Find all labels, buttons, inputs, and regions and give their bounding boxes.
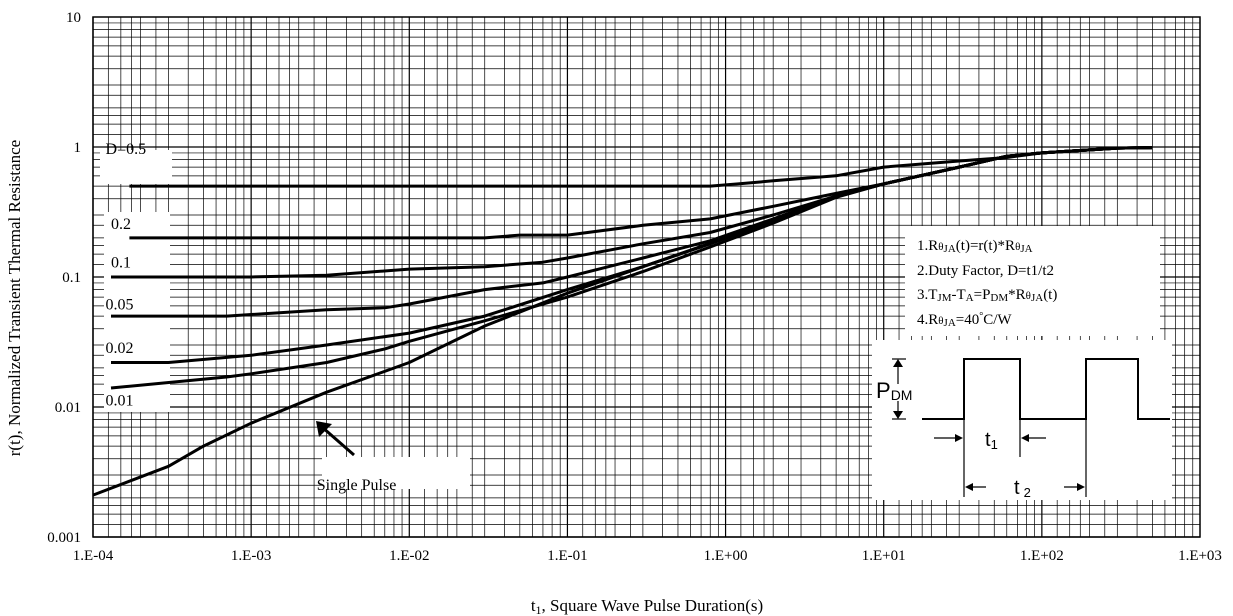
notes-background: [905, 226, 1160, 336]
series-label-0-2: 0.2: [111, 216, 131, 233]
note-2: 2.Duty Factor, D=t1/t2: [917, 263, 1054, 279]
x-tick-label: 1.E+03: [1178, 548, 1222, 564]
series-label-0-1: 0.1: [111, 255, 131, 272]
series-label-d-0-5: D=0.5: [106, 141, 147, 158]
label-bg-d05: [100, 150, 172, 184]
y-tick-label: 0.01: [55, 400, 81, 416]
x-tick-labels: 1.E-04 1.E-03 1.E-02 1.E-01 1.E+00 1.E+01 1.E+…: [73, 548, 1222, 564]
pdm-label: PDM: [876, 378, 912, 403]
series-lines: [92, 146, 1153, 497]
pulse-waveform: [922, 358, 1170, 420]
x-tick-label: 1.E-01: [547, 548, 587, 564]
series-labels: D=0.5 0.2 0.1 0.05 0.02 0.01 Single Pulse: [106, 141, 397, 494]
t1-label: t1: [985, 429, 998, 452]
y-tick-labels: 0.001 0.01 0.1 1 10: [47, 10, 81, 546]
note-4: 4.RθJA=40°C/W: [917, 311, 1012, 329]
series-label-0-02: 0.02: [106, 340, 134, 357]
x-tick-label: 1.E-03: [231, 548, 271, 564]
x-axis-label: t1, Square Wave Pulse Duration(s): [531, 596, 763, 616]
y-tick-label: 0.1: [62, 270, 81, 286]
label-backgrounds: [100, 150, 470, 489]
y-tick-label: 1: [74, 140, 82, 156]
x-tick-label: 1.E-02: [389, 548, 429, 564]
series-label-0-05: 0.05: [106, 297, 134, 314]
series-line-single-pulse: [92, 146, 1153, 497]
notes-box: 1.RθJA(t)=r(t)*RθJA 2.Duty Factor, D=t1/…: [905, 226, 1160, 336]
y-axis-label: r(t), Normalized Transient Thermal Resis…: [5, 140, 24, 456]
y-tick-label: 10: [66, 10, 81, 26]
x-tick-label: 1.E-04: [73, 548, 114, 564]
x-tick-label: 1.E+00: [704, 548, 748, 564]
label-bg-d-values: [104, 212, 170, 412]
label-bg-single-pulse: [322, 457, 470, 489]
x-tick-label: 1.E+02: [1020, 548, 1064, 564]
series-label-0-01: 0.01: [106, 392, 134, 409]
note-3: 3.TJM-TA=PDM*RθJA(t): [917, 287, 1057, 304]
single-pulse-arrow: [316, 421, 355, 457]
series-label-single-pulse: Single Pulse: [317, 477, 397, 494]
note-1: 1.RθJA(t)=r(t)*RθJA: [917, 238, 1033, 255]
plot-frame: [92, 16, 1201, 538]
x-tick-label: 1.E+01: [862, 548, 906, 564]
y-tick-label: 0.001: [47, 530, 81, 546]
